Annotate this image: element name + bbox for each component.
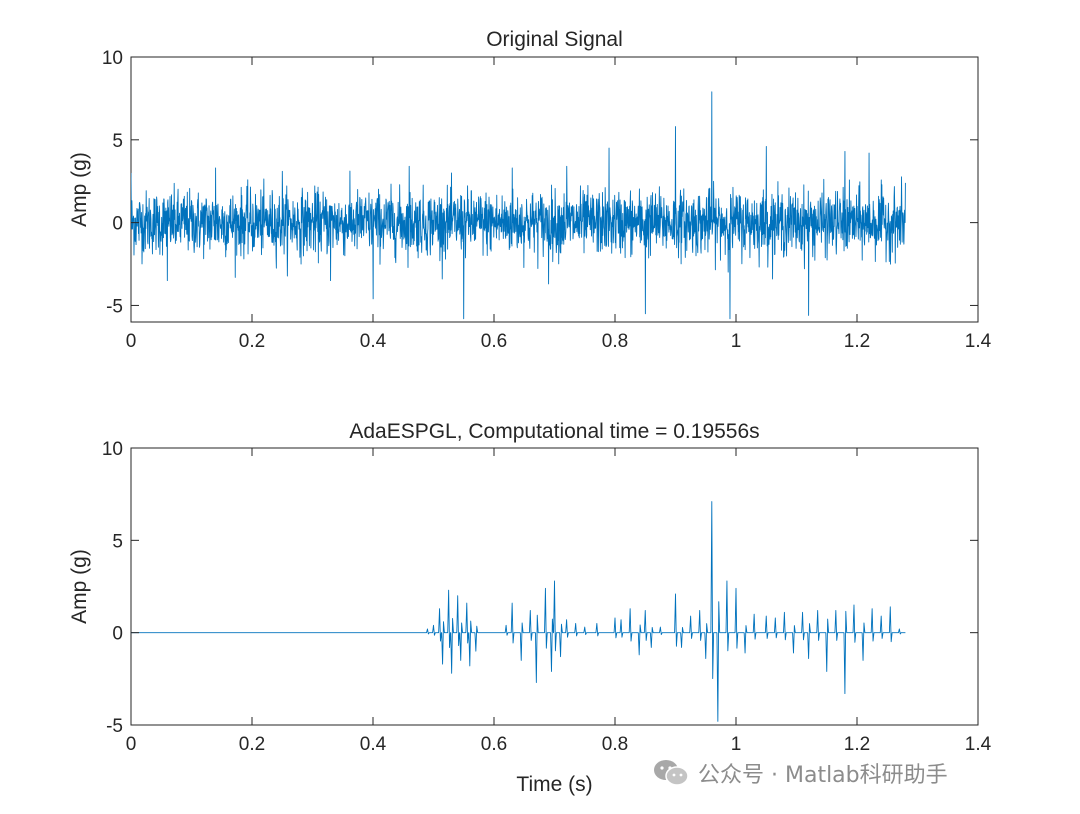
- ylabel-original: Amp (g): [68, 152, 91, 227]
- xtick-label: 0: [126, 734, 137, 755]
- watermark-text: 公众号 · Matlab科研助手: [698, 763, 948, 788]
- xtick-label: 0.6: [481, 734, 507, 755]
- title-adaespgl: AdaESPGL, Computational time = 0.19556s: [349, 420, 759, 443]
- axes-box-original: [130, 56, 979, 323]
- xtick-label: 0.2: [239, 331, 265, 352]
- ytick-label: 0: [112, 214, 123, 235]
- xtick-label: 0.8: [602, 331, 628, 352]
- ytick-label: 10: [102, 439, 123, 460]
- xtick-label: 1.2: [844, 331, 870, 352]
- xtick-label: 0.4: [360, 331, 387, 352]
- ytick-label: 5: [112, 131, 123, 152]
- signal-series-line: [131, 91, 906, 320]
- xtick-label: 1.2: [844, 734, 870, 755]
- xtick-label: 1.4: [965, 734, 992, 755]
- xtick-label: 0.4: [360, 734, 387, 755]
- xtick-label: 0.6: [481, 331, 507, 352]
- ylabel-adaespgl: Amp (g): [68, 549, 91, 624]
- xtick-label: 0: [126, 331, 137, 352]
- xtick-label: 1: [731, 734, 742, 755]
- ytick-label: 10: [102, 48, 123, 69]
- ytick-label: 5: [112, 531, 123, 552]
- ytick-label: -5: [106, 296, 123, 317]
- title-original-signal: Original Signal: [486, 28, 623, 51]
- xtick-label: 0.8: [602, 734, 628, 755]
- signal-line-original: [131, 91, 906, 320]
- ytick-label: 0: [112, 624, 123, 645]
- wechat-icon: [654, 760, 689, 786]
- ytick-label: -5: [106, 716, 123, 737]
- xtick-label: 1: [731, 331, 742, 352]
- signal-series-line: [131, 501, 906, 722]
- signal-line-adaespgl: [131, 501, 906, 722]
- xlabel-time: Time (s): [516, 773, 592, 796]
- xtick-label: 0.2: [239, 734, 265, 755]
- watermark: 公众号 · Matlab科研助手: [652, 756, 948, 790]
- xtick-label: 1.4: [965, 331, 992, 352]
